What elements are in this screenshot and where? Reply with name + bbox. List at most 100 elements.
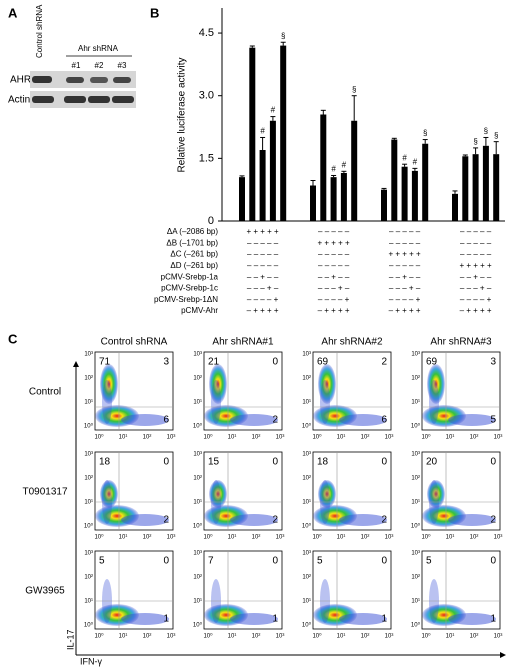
density xyxy=(429,380,439,424)
condition-label: ΔA (–2086 bp) xyxy=(167,227,218,236)
y-tick-label: 10¹ xyxy=(302,599,311,605)
condition-signs: – – – – + xyxy=(460,295,492,304)
condition-label: pCMV-Srebp-1a xyxy=(161,272,219,281)
quadrant-value: 2 xyxy=(490,515,496,526)
group-label: Ahr shRNA xyxy=(78,44,119,53)
x-tick-label: 10³ xyxy=(167,435,176,441)
band xyxy=(88,96,110,103)
y-tick-label: 10¹ xyxy=(84,400,93,406)
x-tick-label: 10⁰ xyxy=(421,434,431,441)
density xyxy=(209,364,227,404)
x-tick-label: 10¹ xyxy=(228,634,237,640)
quadrant-value: 2 xyxy=(381,515,387,526)
condition-signs: – – – + – xyxy=(247,284,279,293)
quadrant-value: 2 xyxy=(272,515,278,526)
x-tick-label: 10³ xyxy=(276,535,285,541)
y-tick-label: 10⁰ xyxy=(302,423,312,430)
density xyxy=(320,380,330,424)
y-tick-label: 10⁰ xyxy=(84,622,94,629)
y-tick-label: 10¹ xyxy=(411,400,420,406)
quadrant-value: 1 xyxy=(272,614,278,625)
band xyxy=(66,77,84,83)
condition-signs: – – + – – xyxy=(460,272,492,281)
condition-signs: – – – – – xyxy=(247,238,279,247)
y-tick-label: 10³ xyxy=(84,452,93,458)
x-tick-label: 10² xyxy=(361,634,370,640)
column-title: Ahr shRNA#1 xyxy=(212,337,274,348)
condition-signs: + + + + + xyxy=(459,261,492,270)
bar xyxy=(462,156,469,221)
x-tick-label: 10¹ xyxy=(228,435,237,441)
x-tick-label: 10² xyxy=(143,634,152,640)
blot-label: Actin xyxy=(8,95,30,106)
y-tick-label: 10³ xyxy=(193,551,202,557)
x-tick-label: 10¹ xyxy=(119,435,128,441)
x-tick-label: 10² xyxy=(252,634,261,640)
quadrant-value: 6 xyxy=(381,415,387,426)
condition-signs: – – – + – xyxy=(389,284,421,293)
condition-signs: – – – – – xyxy=(389,238,421,247)
density xyxy=(318,364,336,404)
quadrant-value: 2 xyxy=(381,357,387,368)
x-tick-label: 10⁰ xyxy=(421,633,431,640)
quadrant-value: 0 xyxy=(490,556,496,567)
axis-label: IFN-γ xyxy=(80,656,102,666)
density xyxy=(121,613,169,625)
quadrant-value: 0 xyxy=(272,357,278,368)
quadrant-value: 3 xyxy=(490,357,496,368)
density xyxy=(230,613,278,625)
y-tick-label: 10¹ xyxy=(411,500,420,506)
bar xyxy=(330,177,337,221)
bar xyxy=(411,170,418,221)
density xyxy=(100,480,118,508)
quadrant-value: 69 xyxy=(317,357,329,368)
quadrant-value: 1 xyxy=(490,614,496,625)
condition-signs: – + + + + xyxy=(318,306,350,315)
density xyxy=(102,380,112,424)
density xyxy=(211,380,221,424)
x-tick-label: 10¹ xyxy=(337,535,346,541)
density xyxy=(339,514,387,526)
density xyxy=(209,480,227,508)
quadrant-value: 20 xyxy=(426,457,438,468)
condition-label: ΔC (–261 bp) xyxy=(170,250,218,259)
x-tick-label: 10⁰ xyxy=(312,434,322,441)
bar xyxy=(351,120,358,221)
x-tick-label: 10³ xyxy=(385,634,394,640)
y-tick-label: 10⁰ xyxy=(193,423,203,430)
significance: § xyxy=(473,137,477,146)
x-tick-label: 10² xyxy=(361,535,370,541)
y-tick-label: 10² xyxy=(302,476,311,482)
x-tick-label: 10¹ xyxy=(119,634,128,640)
quadrant-value: 18 xyxy=(99,457,111,468)
condition-signs: – – – – + xyxy=(318,295,350,304)
quadrant-value: 0 xyxy=(490,457,496,468)
y-tick-label: 10¹ xyxy=(84,500,93,506)
x-tick-label: 10⁰ xyxy=(94,534,104,541)
lane-label: Control shRNA xyxy=(35,4,44,58)
x-tick-label: 10³ xyxy=(276,435,285,441)
bar xyxy=(259,150,266,221)
density xyxy=(318,480,336,508)
density xyxy=(427,480,445,508)
band xyxy=(90,77,108,83)
quadrant-value: 1 xyxy=(381,614,387,625)
y-tick-label: 10² xyxy=(302,376,311,382)
y-tick-label: 10¹ xyxy=(411,599,420,605)
quadrant-value: 5 xyxy=(490,415,496,426)
quadrant-value: 21 xyxy=(208,357,220,368)
x-tick-label: 10¹ xyxy=(337,435,346,441)
significance: § xyxy=(352,85,356,94)
blot-label: AHR xyxy=(10,75,31,86)
row-label: Control xyxy=(29,387,61,398)
x-tick-label: 10³ xyxy=(494,435,503,441)
density xyxy=(448,514,496,526)
y-tick-label: 10³ xyxy=(84,551,93,557)
condition-signs: – – + – – xyxy=(318,272,350,281)
condition-signs: – + + + + xyxy=(389,306,421,315)
band xyxy=(32,76,52,83)
condition-label: pCMV-Ahr xyxy=(181,306,218,315)
condition-signs: – – – – + xyxy=(247,295,279,304)
density xyxy=(230,514,278,526)
y-tick-label: 10⁰ xyxy=(84,423,94,430)
